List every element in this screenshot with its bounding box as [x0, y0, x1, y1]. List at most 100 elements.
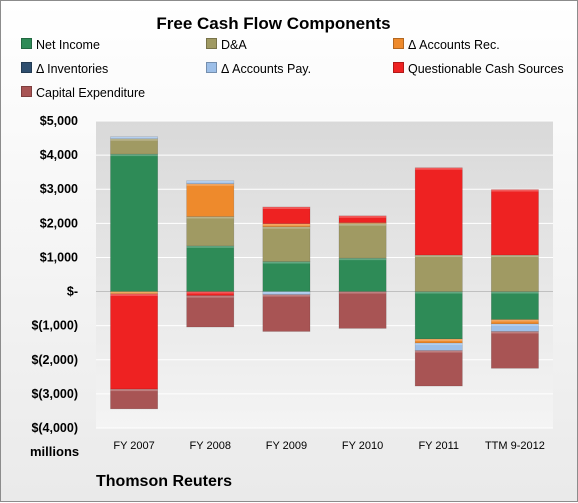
legend-label: D&A	[221, 38, 247, 52]
bar-segment-highlight	[110, 138, 158, 141]
bar-segment	[262, 206, 311, 224]
bar-segment	[186, 183, 235, 217]
bar-segment	[491, 291, 539, 320]
legend-item: Δ Accounts Pay.	[206, 62, 311, 76]
legend-label: Δ Inventories	[36, 62, 109, 76]
bar-segment-highlight	[110, 389, 158, 392]
legend-item: Δ Accounts Rec.	[393, 38, 500, 52]
bar-segment	[110, 388, 158, 410]
legend-item: Questionable Cash Sources	[393, 62, 564, 76]
bar-segment	[414, 254, 463, 292]
bar-segment-highlight	[110, 291, 158, 294]
legend-swatch	[21, 86, 32, 97]
bar-segment	[491, 331, 539, 369]
legend-swatch	[21, 38, 32, 49]
x-tick-label: FY 2009	[266, 440, 307, 452]
x-tick-label: FY 2008	[190, 440, 231, 452]
plot-area	[96, 121, 553, 428]
y-tick-label: $4,000	[40, 148, 78, 162]
legend-label: Questionable Cash Sources	[408, 62, 564, 76]
bar-segment	[262, 226, 311, 262]
bar-segment	[110, 153, 158, 292]
bar-segment	[414, 291, 463, 340]
bar-segment	[414, 167, 463, 256]
y-tick-label: $3,000	[40, 182, 78, 196]
legend-swatch	[206, 62, 217, 73]
chart-legend: Net Income D&A Δ Accounts Rec. Δ Inventorie…	[21, 38, 564, 108]
bar-segment-highlight	[415, 291, 463, 294]
bar-segment-highlight	[338, 215, 387, 218]
y-tick-label: $-	[67, 285, 78, 299]
bar-segment	[186, 295, 235, 328]
bar-segment	[491, 189, 539, 256]
bar-segment	[186, 291, 235, 296]
bar-segment-highlight	[186, 183, 234, 186]
bar-segment-highlight	[491, 323, 539, 326]
y-tick-label: $5,000	[40, 114, 78, 128]
source-label: Thomson Reuters	[96, 473, 233, 490]
legend-item: D&A	[206, 38, 247, 52]
bar-segment-highlight	[186, 180, 234, 183]
y-tick-label: $(4,000)	[31, 421, 78, 435]
bar-segment-highlight	[491, 255, 539, 258]
legend-item: Δ Inventories	[21, 62, 108, 76]
bar-segment-highlight	[415, 343, 463, 346]
bar-segment-highlight	[262, 206, 311, 209]
y-axis-unit-label: millions	[30, 444, 80, 459]
bar-segment-highlight	[186, 245, 234, 248]
legend-swatch	[393, 38, 404, 49]
bar-segment-highlight	[262, 291, 311, 294]
bar-segment	[186, 180, 235, 185]
legend-label: Net Income	[36, 38, 100, 52]
y-tick-label: $2,000	[40, 216, 78, 230]
legend-swatch	[206, 38, 217, 49]
bar-segment-highlight	[110, 293, 158, 296]
bar-segment	[262, 294, 311, 332]
bar-segment-highlight	[186, 216, 234, 219]
bar-segment	[110, 293, 158, 390]
bar-segment-highlight	[110, 154, 158, 157]
legend-swatch	[393, 62, 404, 73]
bar-segment	[186, 216, 235, 247]
bar-segment-highlight	[491, 319, 539, 322]
bar-segment-highlight	[415, 167, 463, 170]
bar-segment	[262, 261, 311, 292]
bar-segment-highlight	[110, 136, 158, 139]
y-tick-label: $1,000	[40, 250, 78, 264]
x-tick-label: FY 2007	[113, 440, 154, 452]
bar-segment-highlight	[262, 294, 311, 297]
y-tick-label: $(3,000)	[31, 387, 78, 401]
bar-segment	[186, 245, 235, 292]
bar-segment	[338, 223, 387, 259]
legend-item: Net Income	[21, 38, 100, 52]
y-tick-label: $(1,000)	[31, 319, 78, 333]
bar-segment	[110, 138, 158, 155]
bar-segment-highlight	[338, 291, 387, 294]
bar-segment	[338, 215, 387, 223]
y-tick-label: $(2,000)	[31, 353, 78, 367]
bar-segment-highlight	[186, 291, 234, 294]
bar-segment-highlight	[415, 255, 463, 258]
bar-segment-highlight	[262, 223, 311, 226]
bar-segment-highlight	[415, 350, 463, 353]
bar-segment	[414, 350, 463, 387]
legend-label: Capital Expenditure	[36, 86, 146, 100]
chart-title: Free Cash Flow Components	[156, 14, 391, 33]
x-tick-label: FY 2011	[418, 440, 459, 452]
bar-segment	[110, 136, 158, 140]
bar-segment	[338, 257, 387, 292]
bar-segment-highlight	[262, 226, 311, 229]
bar-segment-highlight	[491, 189, 539, 192]
legend-swatch	[21, 62, 32, 73]
legend-label: Δ Accounts Pay.	[221, 62, 312, 76]
bar-segment-highlight	[262, 261, 311, 264]
bar-segment-highlight	[491, 331, 539, 334]
legend-label: Δ Accounts Rec.	[408, 38, 500, 52]
x-tick-label: FY 2010	[342, 440, 383, 452]
x-tick-label: TTM 9-2012	[485, 440, 545, 452]
bar-segment-highlight	[491, 291, 539, 294]
bar-segment-highlight	[338, 223, 387, 226]
legend-item: Capital Expenditure	[21, 86, 145, 100]
